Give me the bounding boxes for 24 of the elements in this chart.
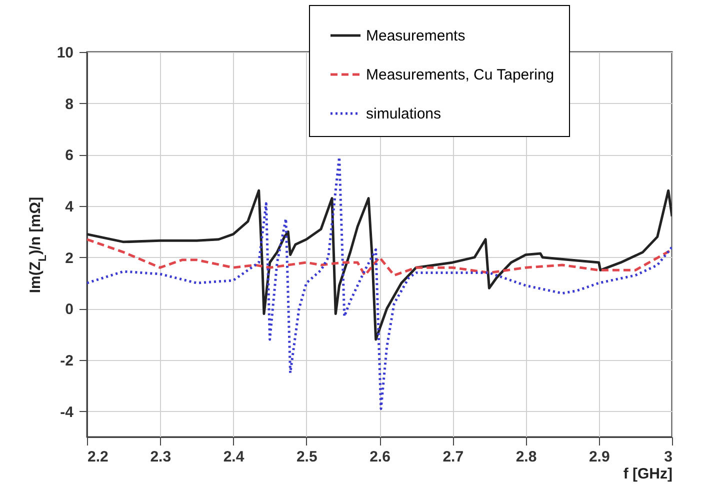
x-tick-label: 2.9 [588, 448, 610, 466]
legend-label: simulations [366, 106, 442, 122]
x-tick-label: 2.7 [442, 448, 464, 466]
line-series [87, 238, 672, 277]
y-tick-label: -4 [60, 404, 74, 421]
y-tick-label: 6 [65, 147, 74, 164]
line-series [87, 189, 672, 341]
x-tick-label: 2.8 [516, 448, 537, 466]
x-tick-label: 2.5 [296, 448, 318, 466]
x-tick-label: 2.3 [150, 448, 172, 466]
legend-label: Measurements, Cu Tapering [366, 66, 554, 84]
y-tick-label: 0 [65, 301, 74, 318]
legend-label: Measurements [366, 28, 466, 44]
x-tick-label: 2.6 [370, 448, 390, 466]
x-axis-title: f [GHz] [623, 466, 672, 482]
y-tick-label: 4 [65, 198, 74, 216]
y-tick-label: 8 [65, 96, 74, 113]
y-tick-label: 10 [56, 44, 74, 62]
x-tick-label: 2.2 [88, 448, 108, 466]
x-tick-label: 2.4 [223, 448, 245, 466]
y-tick-label: -2 [60, 352, 74, 370]
line-series [87, 156, 672, 410]
x-tick-label: 3 [664, 448, 672, 466]
y-tick-label: 2 [65, 250, 74, 267]
